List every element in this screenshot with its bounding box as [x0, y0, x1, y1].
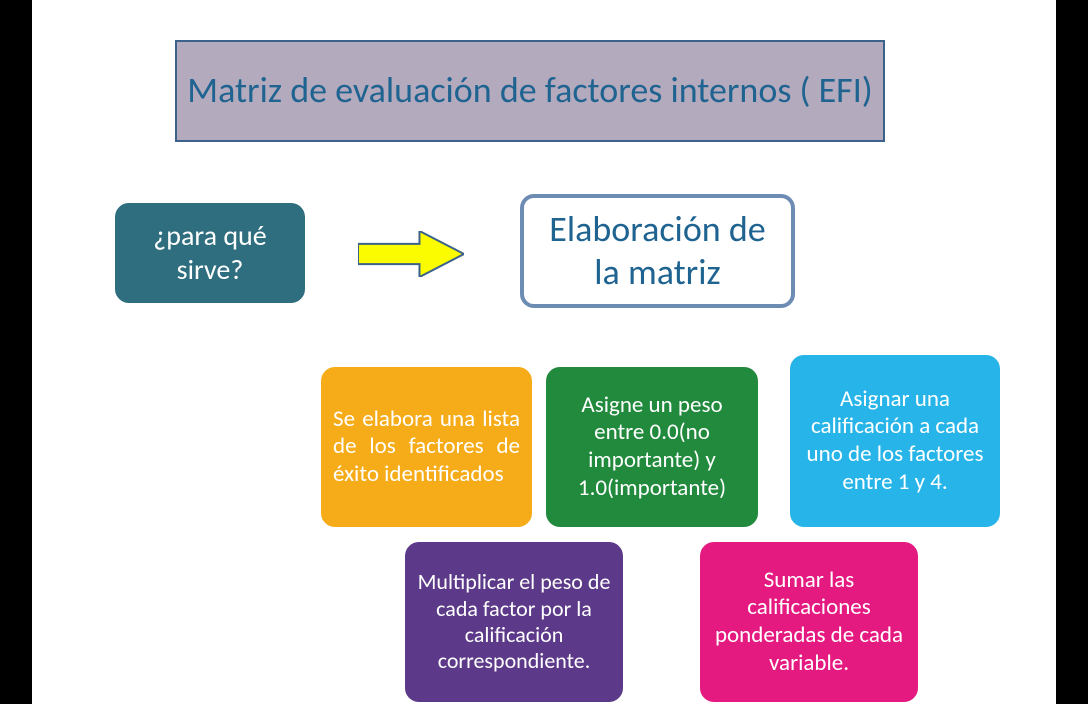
title-box: Matriz de evaluación de factores interno… — [175, 40, 885, 142]
title-text: Matriz de evaluación de factores interno… — [187, 70, 872, 111]
node-question: ¿para qué sirve? — [115, 203, 305, 303]
left-black-bar — [0, 0, 32, 704]
node-elaboration-text: Elaboración de la matriz — [534, 208, 781, 294]
arrow-right-icon — [358, 231, 464, 277]
node-question-text: ¿para qué sirve? — [127, 219, 293, 286]
node-step-4: Multiplicar el peso de cada factor por l… — [405, 542, 623, 702]
node-step-1: Se elabora una lista de los factores de … — [321, 367, 532, 527]
node-step-4-text: Multiplicar el peso de cada factor por l… — [417, 569, 611, 675]
node-elaboration: Elaboración de la matriz — [520, 194, 795, 308]
node-step-2-text: Asigne un peso entre 0.0(no importante) … — [558, 392, 746, 502]
node-step-5-text: Sumar las calificaciones ponderadas de c… — [712, 567, 906, 677]
node-step-2: Asigne un peso entre 0.0(no importante) … — [546, 367, 758, 527]
node-step-3-text: Asignar una calificación a cada uno de l… — [802, 386, 988, 496]
node-step-3: Asignar una calificación a cada uno de l… — [790, 355, 1000, 527]
node-step-1-text: Se elabora una lista de los factores de … — [333, 406, 520, 489]
node-step-5: Sumar las calificaciones ponderadas de c… — [700, 542, 918, 702]
right-black-bar — [1056, 0, 1088, 704]
